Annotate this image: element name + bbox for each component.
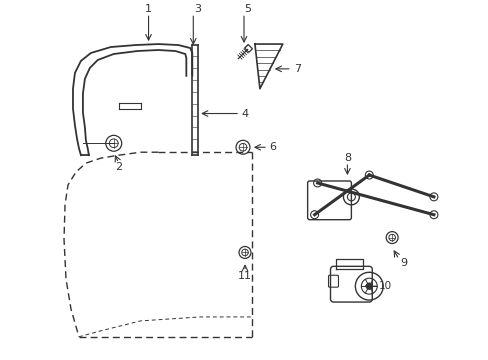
Text: 11: 11 (238, 271, 251, 281)
Text: 5: 5 (244, 4, 251, 14)
Text: 9: 9 (400, 258, 407, 268)
Text: 7: 7 (294, 64, 301, 74)
Text: 6: 6 (269, 142, 276, 152)
Text: 4: 4 (241, 108, 248, 118)
Text: 3: 3 (193, 4, 201, 14)
Text: 2: 2 (115, 162, 122, 172)
Text: 10: 10 (378, 281, 391, 291)
Circle shape (366, 283, 371, 289)
Text: 8: 8 (343, 153, 350, 163)
Text: 1: 1 (145, 4, 152, 14)
